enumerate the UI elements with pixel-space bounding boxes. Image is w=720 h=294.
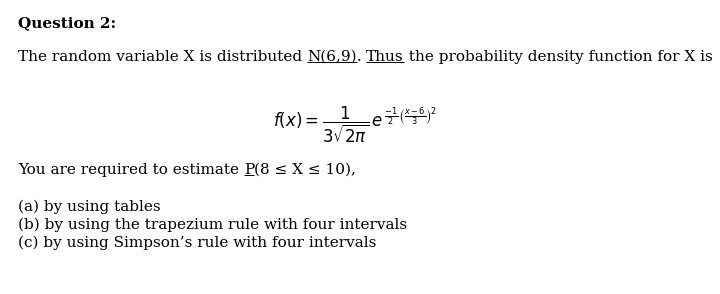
Text: the probability density function for X is: the probability density function for X i… <box>404 50 713 64</box>
Text: (c) by using Simpson’s rule with four intervals: (c) by using Simpson’s rule with four in… <box>18 236 377 250</box>
Text: N(6,9): N(6,9) <box>307 50 356 64</box>
Text: (8 ≤ X ≤ 10),: (8 ≤ X ≤ 10), <box>254 163 356 177</box>
Text: You are required to estimate: You are required to estimate <box>18 163 244 177</box>
Text: Question 2:: Question 2: <box>18 16 116 30</box>
Text: Thus: Thus <box>366 50 404 64</box>
Text: (b) by using the trapezium rule with four intervals: (b) by using the trapezium rule with fou… <box>18 218 407 232</box>
Text: $f(x) = \dfrac{1}{3\sqrt{2\pi}}\,e^{\,\frac{-1}{2}\left(\frac{x-6}{3}\right)^{\!: $f(x) = \dfrac{1}{3\sqrt{2\pi}}\,e^{\,\f… <box>274 105 437 145</box>
Text: (a) by using tables: (a) by using tables <box>18 200 161 214</box>
Text: .: . <box>356 50 366 64</box>
Text: The random variable X is distributed: The random variable X is distributed <box>18 50 307 64</box>
Text: P: P <box>244 163 254 177</box>
